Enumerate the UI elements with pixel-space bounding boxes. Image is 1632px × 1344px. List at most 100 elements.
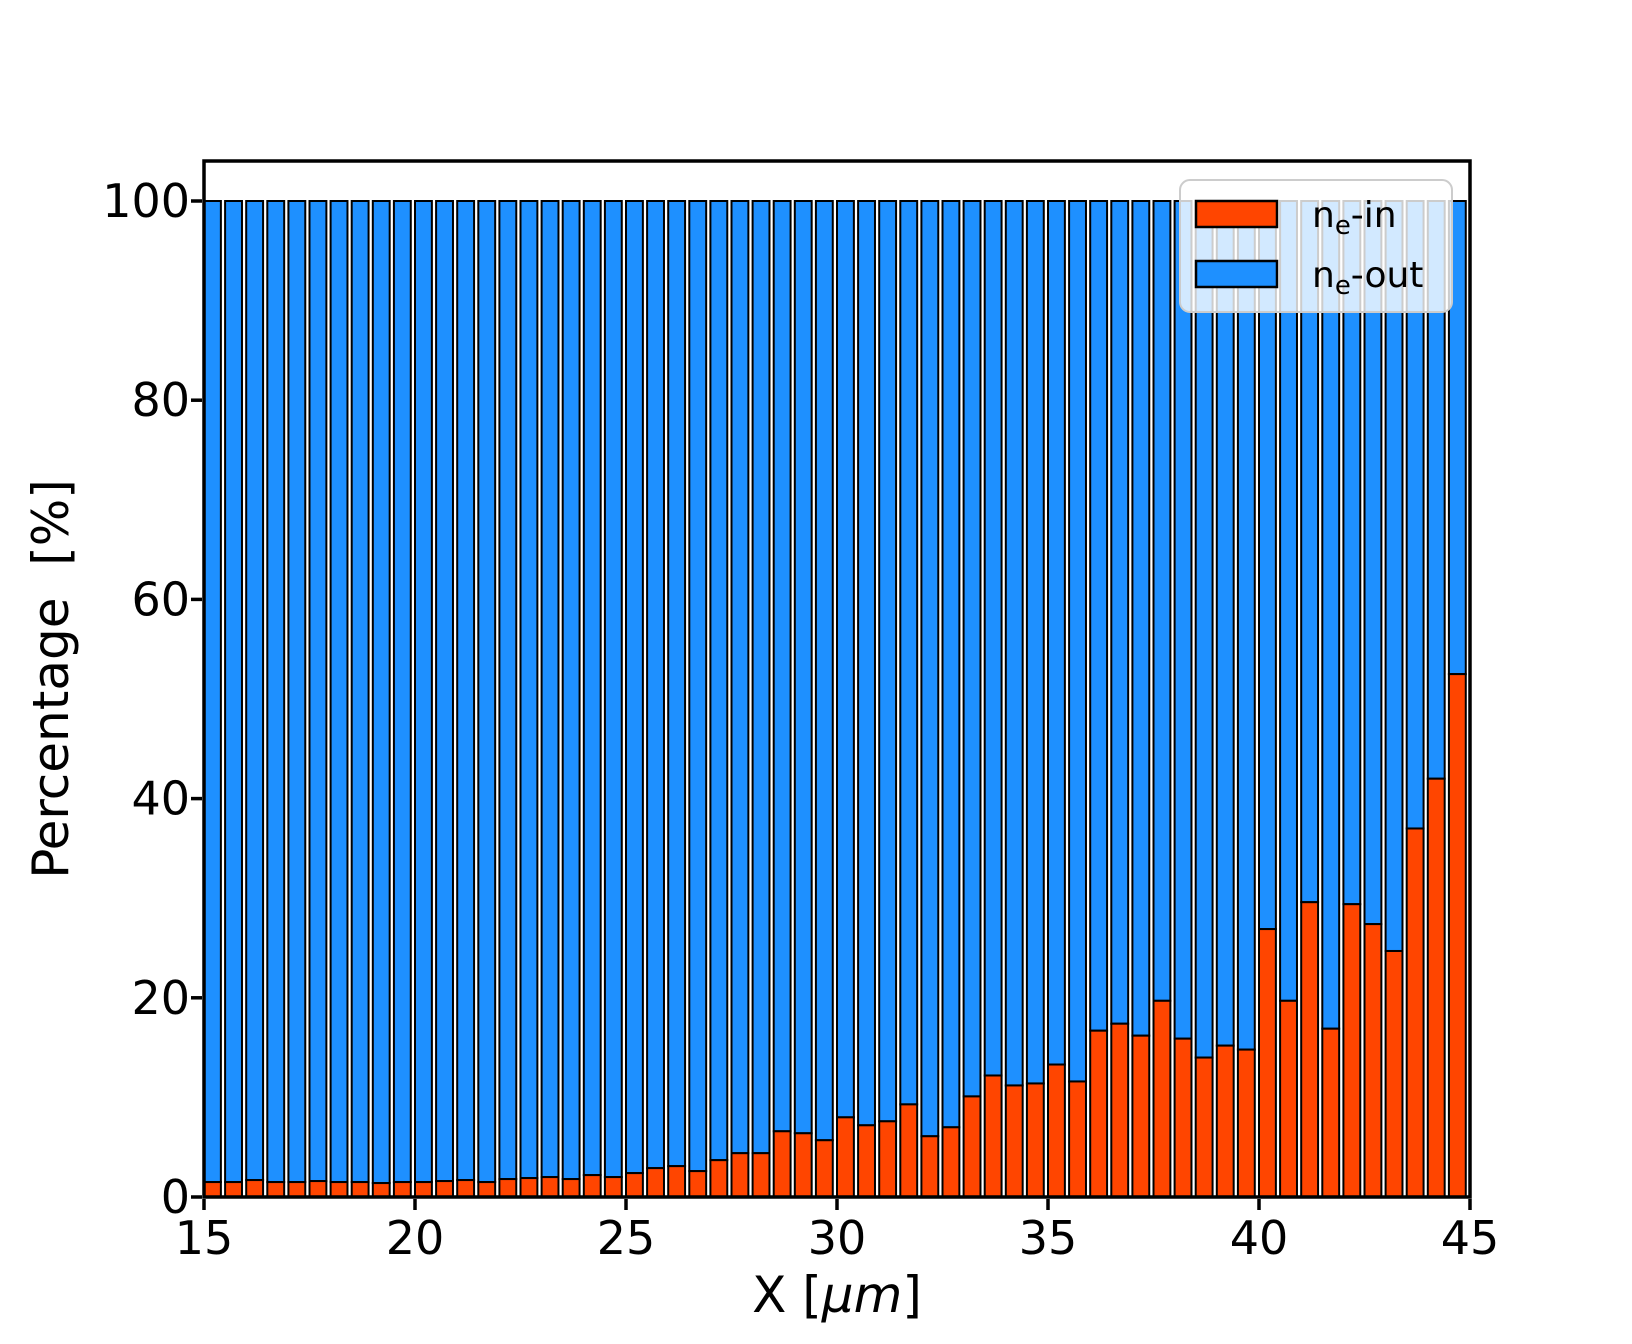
- y-tick-label: 60: [131, 572, 190, 626]
- bar-ne-out: [688, 200, 708, 1173]
- bar-ne-in: [224, 1181, 243, 1199]
- bar-ne-in: [667, 1165, 687, 1199]
- bar-ne-out: [1089, 200, 1109, 1032]
- bar-ne-in: [308, 1180, 328, 1198]
- y-tick-label: 40: [131, 772, 190, 826]
- legend-swatch-ne-out: [1194, 259, 1279, 289]
- y-tick-label: 20: [131, 971, 190, 1025]
- bar-ne-out: [878, 200, 898, 1123]
- bar-ne-out: [625, 200, 644, 1175]
- bar-ne-in: [1321, 1027, 1341, 1199]
- bar-ne-in: [1004, 1084, 1024, 1198]
- bar-ne-out: [1047, 200, 1066, 1066]
- bar-ne-out: [287, 200, 307, 1184]
- bar-ne-in: [414, 1181, 433, 1199]
- bar-ne-in: [1215, 1044, 1235, 1199]
- bar-ne-in: [793, 1132, 813, 1198]
- y-axis-label: Percentage [%]: [22, 479, 80, 879]
- x-axis-label: X [μm]: [752, 1266, 922, 1324]
- bar-ne-in: [1131, 1034, 1151, 1198]
- x-tick-label: 15: [175, 1211, 234, 1265]
- bar-ne-out: [793, 200, 813, 1135]
- bar-ne-in: [941, 1126, 961, 1199]
- bar-ne-out: [350, 200, 370, 1184]
- bar-ne-in: [836, 1116, 855, 1198]
- bar-ne-out: [245, 200, 265, 1182]
- bar-ne-in: [1279, 999, 1298, 1199]
- bar-ne-in: [646, 1167, 665, 1198]
- bar-ne-in: [266, 1181, 286, 1199]
- x-tick-label: 35: [1019, 1211, 1078, 1265]
- bar-ne-out: [1152, 200, 1172, 1002]
- bar-ne-out: [730, 200, 750, 1155]
- legend-label-ne-in: ne-in: [1312, 195, 1397, 241]
- bar-ne-out: [1321, 200, 1341, 1030]
- x-tick-label: 45: [1441, 1211, 1500, 1265]
- bar-ne-in: [878, 1120, 898, 1198]
- bar-ne-in: [709, 1159, 729, 1198]
- bar-ne-out: [1279, 200, 1298, 1002]
- bar-ne-in: [1384, 949, 1404, 1198]
- bar-ne-in: [1068, 1080, 1087, 1198]
- legend-label-ne-out: ne-out: [1312, 255, 1423, 301]
- plot-border: [202, 159, 1472, 1199]
- bar-ne-in: [1405, 827, 1425, 1198]
- bar-ne-in: [561, 1178, 581, 1199]
- bar-ne-out: [582, 200, 602, 1177]
- bar-ne-out: [962, 200, 982, 1098]
- bar-ne-in: [920, 1135, 940, 1199]
- bar-ne-in: [245, 1179, 265, 1198]
- bar-ne-out: [414, 200, 433, 1184]
- bar-ne-in: [962, 1095, 982, 1199]
- bar-ne-out: [1004, 200, 1024, 1087]
- bar-ne-out: [1068, 200, 1087, 1083]
- bar-ne-in: [751, 1152, 771, 1199]
- bar-ne-in: [329, 1181, 349, 1199]
- x-axis-ticks: 15 20 25 30 35 40 45: [175, 1199, 1500, 1265]
- x-tick-label: 30: [808, 1211, 867, 1265]
- bar-ne-in: [1110, 1022, 1130, 1198]
- bar-ne-out: [920, 200, 940, 1138]
- bar-ne-out: [1236, 200, 1256, 1051]
- bar-ne-out: [540, 200, 560, 1179]
- bar-ne-in: [1236, 1048, 1256, 1199]
- bar-ne-in: [456, 1179, 476, 1198]
- bar-ne-in: [392, 1181, 412, 1199]
- legend: ne-in ne-out: [1179, 179, 1453, 313]
- bar-ne-in: [1089, 1029, 1109, 1198]
- bar-ne-in: [857, 1124, 876, 1198]
- bar-ne-out: [751, 200, 771, 1155]
- bar-ne-in: [814, 1139, 834, 1199]
- bar-ne-in: [1025, 1082, 1045, 1199]
- bar-ne-out: [329, 200, 349, 1184]
- bar-ne-in: [1363, 923, 1383, 1198]
- bar-ne-in: [287, 1181, 307, 1199]
- bar-ne-out: [477, 200, 497, 1184]
- bar-ne-out: [983, 200, 1003, 1077]
- y-tick-label: 0: [161, 1170, 190, 1224]
- bar-ne-in: [477, 1181, 497, 1199]
- bar-ne-out: [667, 200, 687, 1168]
- bar-ne-out: [371, 200, 391, 1185]
- bar-ne-in: [203, 1181, 222, 1199]
- bar-ne-out: [519, 200, 539, 1180]
- bar-ne-in: [1047, 1063, 1066, 1198]
- bar-ne-in: [1152, 999, 1172, 1199]
- bar-ne-in: [371, 1182, 391, 1199]
- bar-ne-out: [941, 200, 961, 1129]
- bar-ne-out: [203, 200, 222, 1184]
- bar-ne-out: [456, 200, 476, 1182]
- bar-ne-out: [435, 200, 454, 1183]
- bar-ne-out: [1194, 200, 1214, 1059]
- bar-ne-in: [983, 1074, 1003, 1199]
- bars-layer: [203, 200, 1467, 1199]
- bar-ne-in: [1342, 903, 1362, 1199]
- y-tick-label: 80: [131, 373, 190, 427]
- bar-ne-out: [709, 200, 729, 1162]
- bar-ne-out: [498, 200, 518, 1181]
- bar-ne-in: [688, 1170, 708, 1199]
- bar-ne-in: [1426, 777, 1446, 1198]
- bar-ne-in: [1300, 901, 1320, 1199]
